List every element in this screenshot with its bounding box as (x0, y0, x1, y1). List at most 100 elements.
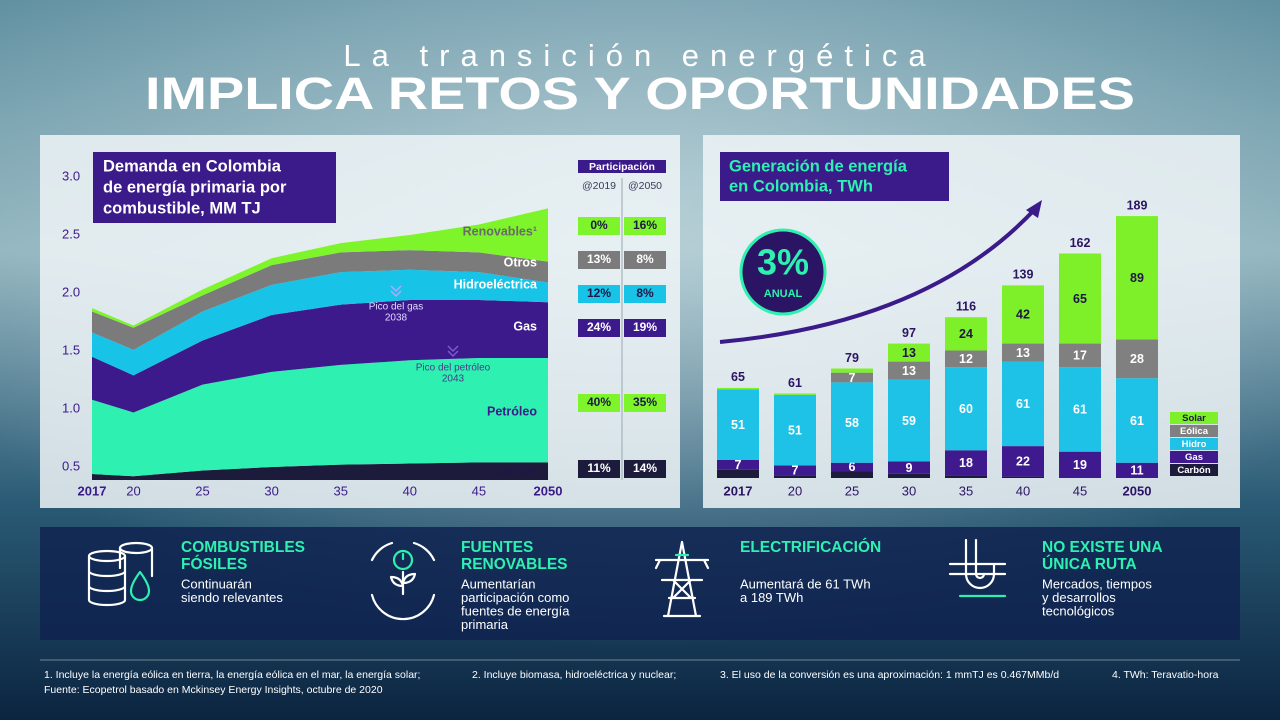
bar-segment (717, 389, 759, 460)
bar-segment (774, 393, 816, 395)
x-tick-label: 40 (403, 483, 417, 498)
segment-label: 13 (1016, 346, 1030, 360)
x-tick-label: 20 (126, 483, 140, 498)
legend-swatch (1170, 425, 1218, 437)
footnote: 1. Incluye la energía eólica en tierra, … (44, 669, 420, 681)
plot-area (92, 208, 548, 480)
segment-label: 7 (792, 464, 799, 478)
badge-label: ANUAL (764, 288, 803, 300)
badge-value: 3% (757, 242, 809, 283)
footnote: 4. TWh: Teravatio-hora (1112, 669, 1219, 681)
table-cell-box (578, 394, 620, 412)
x-tick-label: 20 (788, 483, 802, 498)
table-cell-box (624, 217, 666, 235)
area-series (92, 462, 548, 480)
segment-label: 9 (906, 461, 913, 475)
table-cell-box (624, 319, 666, 337)
bar-segment (831, 471, 873, 478)
bar-segment (1116, 462, 1158, 478)
table-cell-box (578, 319, 620, 337)
legend-label: Eólica (1180, 426, 1209, 437)
area-series (92, 269, 548, 376)
annotation: 2038 (385, 313, 408, 324)
card-text: tecnológicos (1042, 603, 1115, 618)
area-series (92, 250, 548, 350)
table-cell: 13% (587, 252, 611, 266)
segment-label: 12 (959, 352, 973, 366)
series-label: Renovables¹ (463, 224, 537, 238)
card-text: Aumentarían (461, 576, 535, 591)
bar-segment (888, 379, 930, 462)
x-tick-label: 30 (902, 483, 916, 498)
x-tick-label: 25 (195, 483, 209, 498)
table-cell: 19% (633, 320, 657, 334)
x-tick-label: 30 (264, 483, 278, 498)
table-cell-box (578, 217, 620, 235)
card-text: participación como (461, 590, 569, 605)
annotation: Pico del petróleo (416, 363, 491, 374)
chart-title: de energía primaria por (103, 178, 287, 196)
chart-title-box (93, 152, 336, 223)
legend-swatch (1170, 464, 1218, 476)
bar-segment (717, 459, 759, 470)
table-column: @2019 (582, 180, 616, 192)
legend-label: Solar (1182, 413, 1206, 424)
bar-segment (717, 387, 759, 390)
bar-segment (831, 382, 873, 463)
table-cell: 0% (590, 218, 608, 232)
annotation: Pico del gas (369, 302, 423, 313)
table-column: @2050 (628, 180, 662, 192)
segment-label: 61 (1073, 403, 1087, 417)
card-text: y desarrollos (1042, 590, 1116, 605)
bar-segment (888, 361, 930, 380)
annotation: 2043 (442, 374, 465, 385)
table-cell-box (624, 251, 666, 269)
x-tick-label: 45 (472, 483, 486, 498)
y-tick-label: 1.5 (62, 342, 80, 357)
footnote: 2. Incluye biomasa, hidroeléctrica y nuc… (472, 669, 676, 681)
bar-segment (774, 465, 816, 476)
bar-segment (945, 450, 987, 476)
bar-total: 65 (731, 370, 745, 384)
chart-title: combustible, MM TJ (103, 199, 261, 217)
bar-segment (888, 461, 930, 474)
x-tick-label: 25 (845, 483, 859, 498)
card-title: COMBUSTIBLES (181, 539, 305, 556)
bar-total: 116 (956, 300, 976, 314)
segment-label: 51 (788, 423, 802, 437)
chart-title: Demanda en Colombia (103, 157, 282, 175)
bar-total: 97 (902, 326, 916, 340)
bar-segment (1002, 361, 1044, 447)
bar-segment (774, 475, 816, 478)
y-tick-label: 1.0 (62, 400, 80, 415)
x-tick-label: 2017 (78, 483, 107, 498)
bar-segment (888, 343, 930, 362)
series-label: Gas (513, 319, 537, 333)
bar-segment (1002, 343, 1044, 362)
source: Fuente: Ecopetrol basado en Mckinsey Ene… (44, 684, 383, 696)
table-cell: 8% (636, 286, 654, 300)
growth-badge (739, 228, 827, 316)
legend-label: Carbón (1177, 465, 1210, 476)
bar-segment (1059, 451, 1101, 478)
bar-segment (1116, 378, 1158, 463)
card-title: ELECTRIFICACIÓN (740, 538, 881, 556)
bar-segment (774, 394, 816, 466)
segment-label: 18 (959, 456, 973, 470)
table-cell: 24% (587, 320, 611, 334)
bar-segment (945, 367, 987, 451)
card-title: NO EXISTE UNA (1042, 539, 1163, 556)
x-tick-label: 35 (959, 483, 973, 498)
annotation-marker (447, 345, 459, 358)
icon-route (948, 538, 1007, 598)
legend-swatch (1170, 451, 1218, 463)
series-label: Hidroeléctrica (454, 277, 538, 291)
x-tick-label: 2050 (1123, 483, 1152, 498)
series-label: Carbón (493, 463, 537, 477)
table-header-box (578, 160, 666, 173)
card-text: Aumentará de 61 TWh (740, 576, 871, 591)
demand-chart: Demanda en Colombia de energía primaria p… (62, 152, 666, 498)
bar-segment (831, 462, 873, 472)
table-cell-box (624, 460, 666, 478)
